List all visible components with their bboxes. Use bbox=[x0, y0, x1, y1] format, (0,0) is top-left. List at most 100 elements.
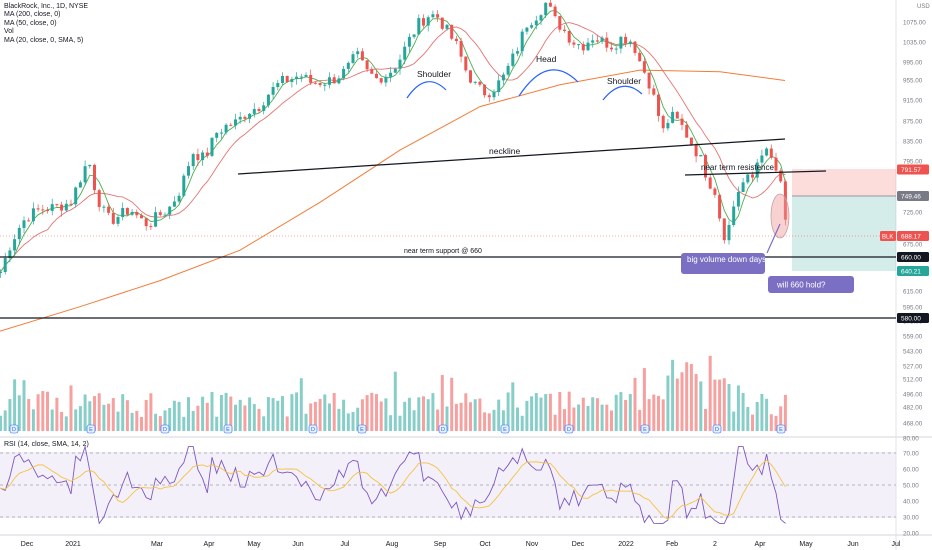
event-marker[interactable] bbox=[564, 424, 574, 434]
candle-body bbox=[464, 56, 468, 71]
candle-body bbox=[163, 214, 167, 216]
candles bbox=[0, 0, 787, 278]
candle-body bbox=[652, 88, 656, 95]
volume-bar bbox=[492, 409, 496, 431]
event-marker[interactable] bbox=[640, 424, 650, 434]
candle-body bbox=[595, 40, 599, 42]
volume-bar bbox=[196, 405, 200, 431]
legend-ma50: MA (50, close, 0) bbox=[4, 19, 57, 27]
event-marker[interactable] bbox=[308, 424, 318, 434]
candle-body bbox=[779, 170, 783, 182]
volume-bar bbox=[50, 409, 54, 431]
event-marker[interactable] bbox=[438, 424, 448, 434]
event-marker[interactable] bbox=[86, 424, 96, 434]
volume-tick: 496.00 bbox=[903, 392, 923, 399]
event-marker[interactable] bbox=[776, 424, 786, 434]
volume-bar bbox=[445, 406, 449, 431]
volume-bar bbox=[243, 405, 247, 431]
volume-bar bbox=[661, 399, 665, 431]
event-marker[interactable] bbox=[160, 424, 170, 434]
candle-body bbox=[88, 164, 92, 167]
candle-body bbox=[718, 194, 722, 219]
candle-body bbox=[0, 272, 2, 274]
volume-bar bbox=[600, 404, 604, 431]
candle-body bbox=[154, 212, 158, 227]
candle-body bbox=[586, 42, 590, 51]
price-badge bbox=[897, 191, 929, 201]
volume-bar bbox=[149, 393, 153, 431]
event-marker[interactable] bbox=[9, 424, 19, 434]
candle-body bbox=[266, 94, 270, 106]
time-label: 2 bbox=[713, 541, 717, 548]
candle-body bbox=[516, 51, 519, 54]
volume-bar bbox=[407, 397, 411, 431]
candle-body bbox=[407, 36, 411, 47]
volume-bar bbox=[680, 372, 684, 431]
highlight-ellipse bbox=[770, 193, 790, 239]
volume-bar bbox=[506, 392, 510, 431]
volume-bar bbox=[501, 410, 505, 431]
candle-body bbox=[379, 78, 383, 83]
candle-body bbox=[765, 148, 769, 156]
volume-bar bbox=[46, 391, 49, 431]
candle-body bbox=[64, 203, 68, 211]
volume-bar bbox=[285, 416, 289, 431]
event-marker-label: D bbox=[567, 427, 571, 433]
risk-zone bbox=[792, 169, 896, 196]
volume-bar bbox=[553, 414, 557, 431]
event-marker[interactable] bbox=[500, 424, 510, 434]
candle-body bbox=[17, 227, 21, 240]
volume-bar bbox=[671, 359, 675, 431]
volume-bar bbox=[633, 377, 637, 431]
candle-body bbox=[285, 75, 289, 83]
candle-body bbox=[219, 132, 223, 134]
event-marker[interactable] bbox=[223, 424, 233, 434]
ma200-line bbox=[0, 69, 786, 332]
price-tick: 1035.00 bbox=[903, 40, 926, 47]
candle-body bbox=[638, 52, 642, 62]
candle-body bbox=[191, 154, 195, 167]
volume-bar bbox=[614, 394, 618, 431]
price-tick: 995.00 bbox=[903, 60, 923, 67]
event-marker[interactable] bbox=[357, 424, 367, 434]
price-tick: 1075.00 bbox=[903, 20, 926, 27]
volume-bar bbox=[13, 379, 17, 431]
volume-bar bbox=[257, 408, 261, 431]
candle-body bbox=[313, 82, 317, 84]
volume-bar bbox=[83, 394, 87, 431]
volume-bar bbox=[102, 404, 106, 431]
candle-body bbox=[671, 111, 675, 123]
volume-bar bbox=[436, 409, 440, 431]
candle-body bbox=[135, 211, 139, 216]
candle-body bbox=[116, 217, 120, 224]
volume-bar bbox=[393, 371, 397, 431]
candle-body bbox=[417, 18, 421, 35]
price-badge bbox=[897, 313, 929, 323]
rsi-tick: 50.00 bbox=[903, 483, 919, 490]
legend-ma200: MA (200, close, 0) bbox=[4, 11, 61, 19]
event-marker[interactable] bbox=[712, 424, 722, 434]
candle-body bbox=[201, 152, 205, 161]
candle-body bbox=[351, 54, 355, 63]
candle-body bbox=[459, 41, 463, 57]
symbol-tag-label: BLK bbox=[882, 235, 893, 241]
candle-body bbox=[276, 82, 280, 88]
time-axis[interactable]: Dec 2021 Mar Apr May Jun Jul Aug Sep Oct Nov Dec 202… bbox=[21, 541, 901, 548]
volume-bar bbox=[201, 396, 205, 431]
volume-bar bbox=[266, 397, 270, 431]
volume-bar bbox=[516, 407, 519, 431]
volume-bar bbox=[487, 413, 491, 431]
volume-bar bbox=[323, 394, 327, 431]
volume-bar bbox=[398, 415, 402, 431]
candle-body bbox=[440, 17, 444, 29]
volume-bar bbox=[107, 403, 111, 431]
price-badges: 791.57 749.46 688.17 660.00 640.21 580.00 BLK bbox=[880, 164, 929, 323]
time-label: May bbox=[799, 541, 813, 548]
volume-bar bbox=[426, 399, 430, 431]
volume-bar bbox=[8, 399, 12, 431]
candle-body bbox=[290, 79, 294, 83]
volume-bar bbox=[755, 402, 759, 431]
candle-body bbox=[205, 152, 209, 156]
event-marker-label: D bbox=[311, 427, 315, 433]
